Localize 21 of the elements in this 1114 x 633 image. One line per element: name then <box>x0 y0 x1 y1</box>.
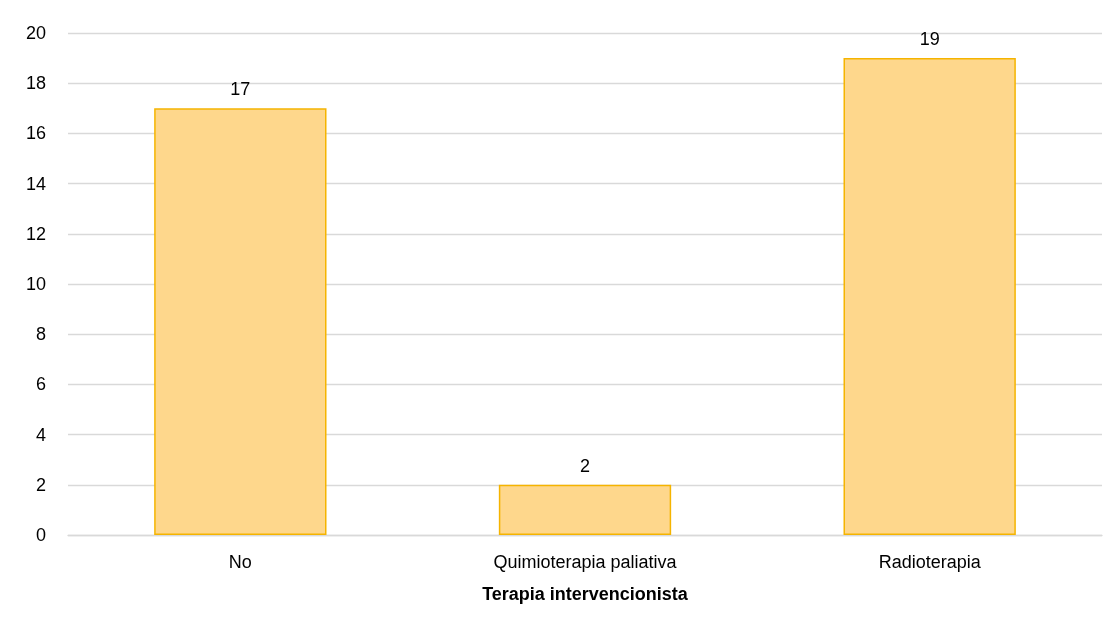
y-tick-label: 8 <box>35 324 46 345</box>
x-axis-title: Terapia intervencionista <box>482 584 689 604</box>
y-tick-label: 4 <box>35 424 46 445</box>
bar <box>154 108 327 535</box>
y-tick-label: 20 <box>25 23 46 43</box>
y-tick-label: 16 <box>25 123 46 144</box>
bar <box>498 484 672 535</box>
data-label: 2 <box>579 455 591 476</box>
y-tick-label: 14 <box>25 173 46 194</box>
x-tick-label: Quimioterapia paliativa <box>493 552 678 572</box>
x-tick-label: Radioterapia <box>878 552 982 572</box>
x-tick-label: No <box>228 552 252 572</box>
data-label: 17 <box>230 79 251 100</box>
y-tick-label: 12 <box>25 223 46 244</box>
y-tick-label: 10 <box>25 274 46 294</box>
y-tick-label: 18 <box>25 73 46 94</box>
data-label: 19 <box>919 29 940 50</box>
y-tick-label: 0 <box>35 525 46 545</box>
bar <box>843 58 1016 535</box>
y-tick-label: 6 <box>35 374 46 395</box>
y-tick-label: 2 <box>35 474 46 495</box>
